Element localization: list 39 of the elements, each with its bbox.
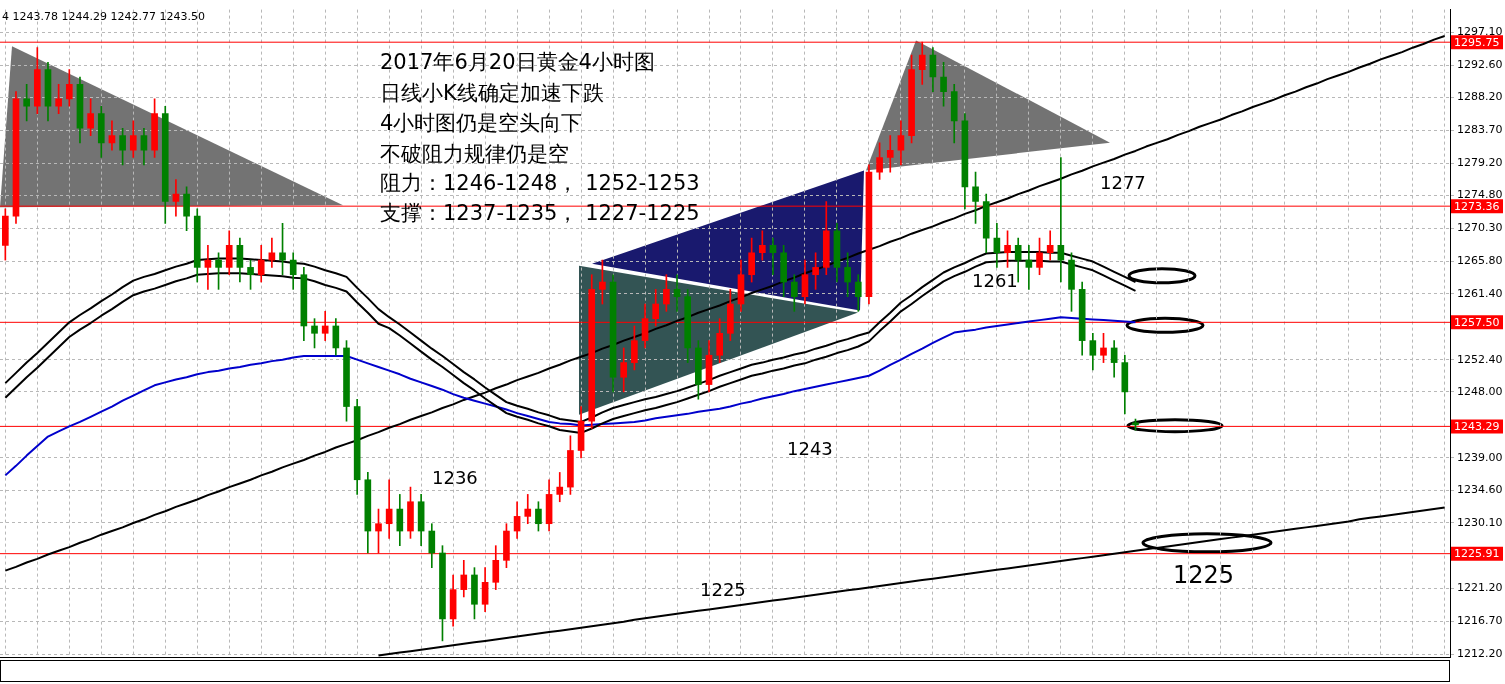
y-tick-label: 1239.00: [1457, 450, 1503, 464]
ref-line-label: 1257.50: [1454, 315, 1500, 329]
annotation: 1243: [787, 438, 833, 460]
candlestick: [204, 245, 212, 290]
candlestick: [886, 135, 894, 173]
annotation: 1236: [432, 467, 478, 489]
y-tick-label: 1261.40: [1457, 286, 1503, 300]
y-tick-label: 1234.60: [1457, 482, 1503, 496]
ref-line-label: 1243.29: [1454, 419, 1500, 433]
candlestick: [1025, 245, 1033, 290]
y-tick-label: 1216.70: [1457, 613, 1503, 627]
ref-line-label: 1295.75: [1454, 35, 1500, 49]
y-tick-label: 1212.20: [1457, 646, 1503, 660]
y-tick-label: 1288.20: [1457, 90, 1503, 104]
annotation: 4小时图仍是空头向下: [380, 110, 583, 135]
ref-line-label: 1273.36: [1454, 199, 1500, 213]
y-tick-label: 1248.00: [1457, 384, 1503, 398]
y-tick-label: 1274.80: [1457, 188, 1503, 202]
annotation: 日线小K线确定加速下跌: [380, 80, 604, 105]
y-tick-label: 1279.20: [1457, 156, 1503, 170]
annotation: 1225: [1173, 560, 1235, 589]
y-tick-label: 1221.20: [1457, 581, 1503, 595]
y-tick-label: 1283.70: [1457, 123, 1503, 137]
annotation: 1277: [1100, 172, 1146, 194]
annotation: 1261: [972, 269, 1018, 291]
annotation: 阻力：1246-1248， 1252-1253: [380, 171, 700, 196]
candlestick: [673, 274, 681, 312]
y-tick-label: 1252.40: [1457, 352, 1503, 366]
annotation: 支撑：1237-1235， 1227-1225: [380, 201, 700, 226]
y-tick-label: 1230.10: [1457, 515, 1503, 529]
y-tick-label: 1265.80: [1457, 254, 1503, 268]
text: 2017年6月20日黄金4小时图: [380, 50, 655, 75]
y-tick-label: 1270.30: [1457, 221, 1503, 235]
annotation: 不破阻力规律仍是空: [380, 141, 569, 166]
annotation: 1225: [700, 579, 746, 601]
candlestick: [769, 237, 777, 276]
y-tick-label: 1292.60: [1457, 58, 1503, 72]
ref-line-label: 1225.91: [1454, 547, 1500, 561]
annotation: 4 1243.78 1244.29 1242.77 1243.50: [2, 9, 205, 23]
